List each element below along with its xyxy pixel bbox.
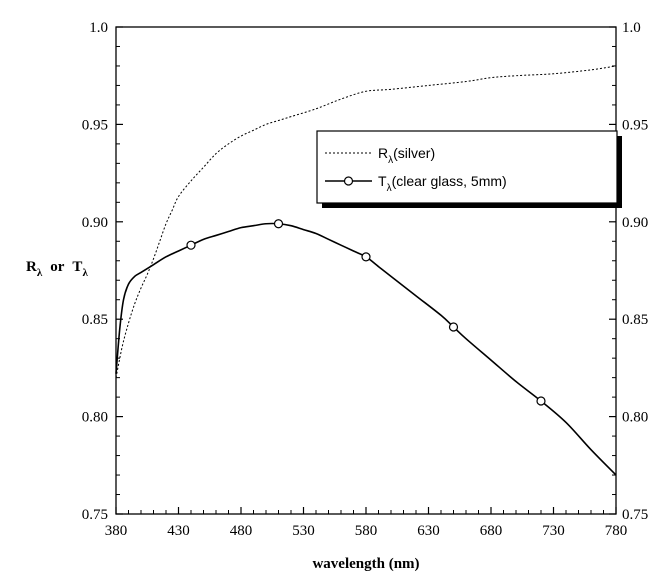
y-tick-label-left: 0.85: [82, 312, 108, 328]
x-tick-label: 780: [605, 523, 628, 539]
legend-silver-rest: (silver): [393, 145, 435, 161]
legend-glass-sub: λ: [387, 183, 392, 194]
y-axis-title-r-sub: λ: [37, 267, 43, 279]
legend-glass-rest: (clear glass, 5mm): [392, 173, 507, 189]
y-axis-title-or: or: [50, 259, 65, 275]
x-tick-label: 630: [417, 523, 440, 539]
x-tick-label: 680: [480, 523, 503, 539]
y-tick-label-right: 0.95: [622, 117, 648, 133]
y-axis-title-r: R: [26, 259, 37, 275]
series-marker: [361, 252, 371, 262]
y-tick-label-right: 0.90: [622, 215, 648, 231]
legend-glass-main: T: [378, 173, 387, 189]
series-line-0: [115, 65, 617, 378]
y-tick-label-right: 0.85: [622, 312, 648, 328]
x-tick-label: 430: [167, 523, 190, 539]
series-marker: [186, 240, 196, 250]
series-marker: [273, 219, 284, 229]
legend-box: [316, 130, 618, 204]
y-tick-label-left: 0.95: [82, 117, 108, 133]
series-marker: [536, 396, 546, 406]
legend-label-glass: Tλ(clear glass, 5mm): [378, 173, 507, 194]
x-tick-label: 380: [105, 523, 128, 539]
x-tick-label: 480: [230, 523, 253, 539]
x-axis-title: wavelength (nm): [312, 556, 419, 572]
legend: Rλ(silver) Tλ(clear glass, 5mm): [316, 130, 622, 208]
y-axis-title-t-sub: λ: [82, 267, 88, 279]
y-axis-title: Rλ or Tλ: [26, 259, 88, 279]
y-tick-label-left: 0.80: [82, 410, 108, 426]
series-marker: [448, 322, 459, 332]
legend-marker-glass: [343, 176, 354, 186]
y-tick-label-left: 0.75: [82, 507, 108, 523]
x-tick-label: 580: [355, 523, 378, 539]
x-tick-label: 730: [542, 523, 565, 539]
y-axis-title-t: T: [72, 259, 82, 275]
series-layer: [115, 65, 617, 476]
series-line-1: [115, 222, 617, 476]
x-tick-label: 530: [292, 523, 315, 539]
legend-silver-main: R: [378, 145, 388, 161]
y-tick-label-right: 0.75: [622, 507, 648, 523]
y-tick-label-left: 1.0: [89, 20, 108, 36]
y-tick-label-right: 0.80: [622, 410, 648, 426]
y-tick-label-right: 1.0: [622, 20, 641, 36]
axis-ticks: [115, 26, 617, 515]
legend-label-silver: Rλ(silver): [378, 145, 435, 166]
plot-frame: [115, 26, 617, 515]
legend-silver-sub: λ: [388, 155, 393, 166]
y-tick-label-left: 0.90: [82, 215, 108, 231]
